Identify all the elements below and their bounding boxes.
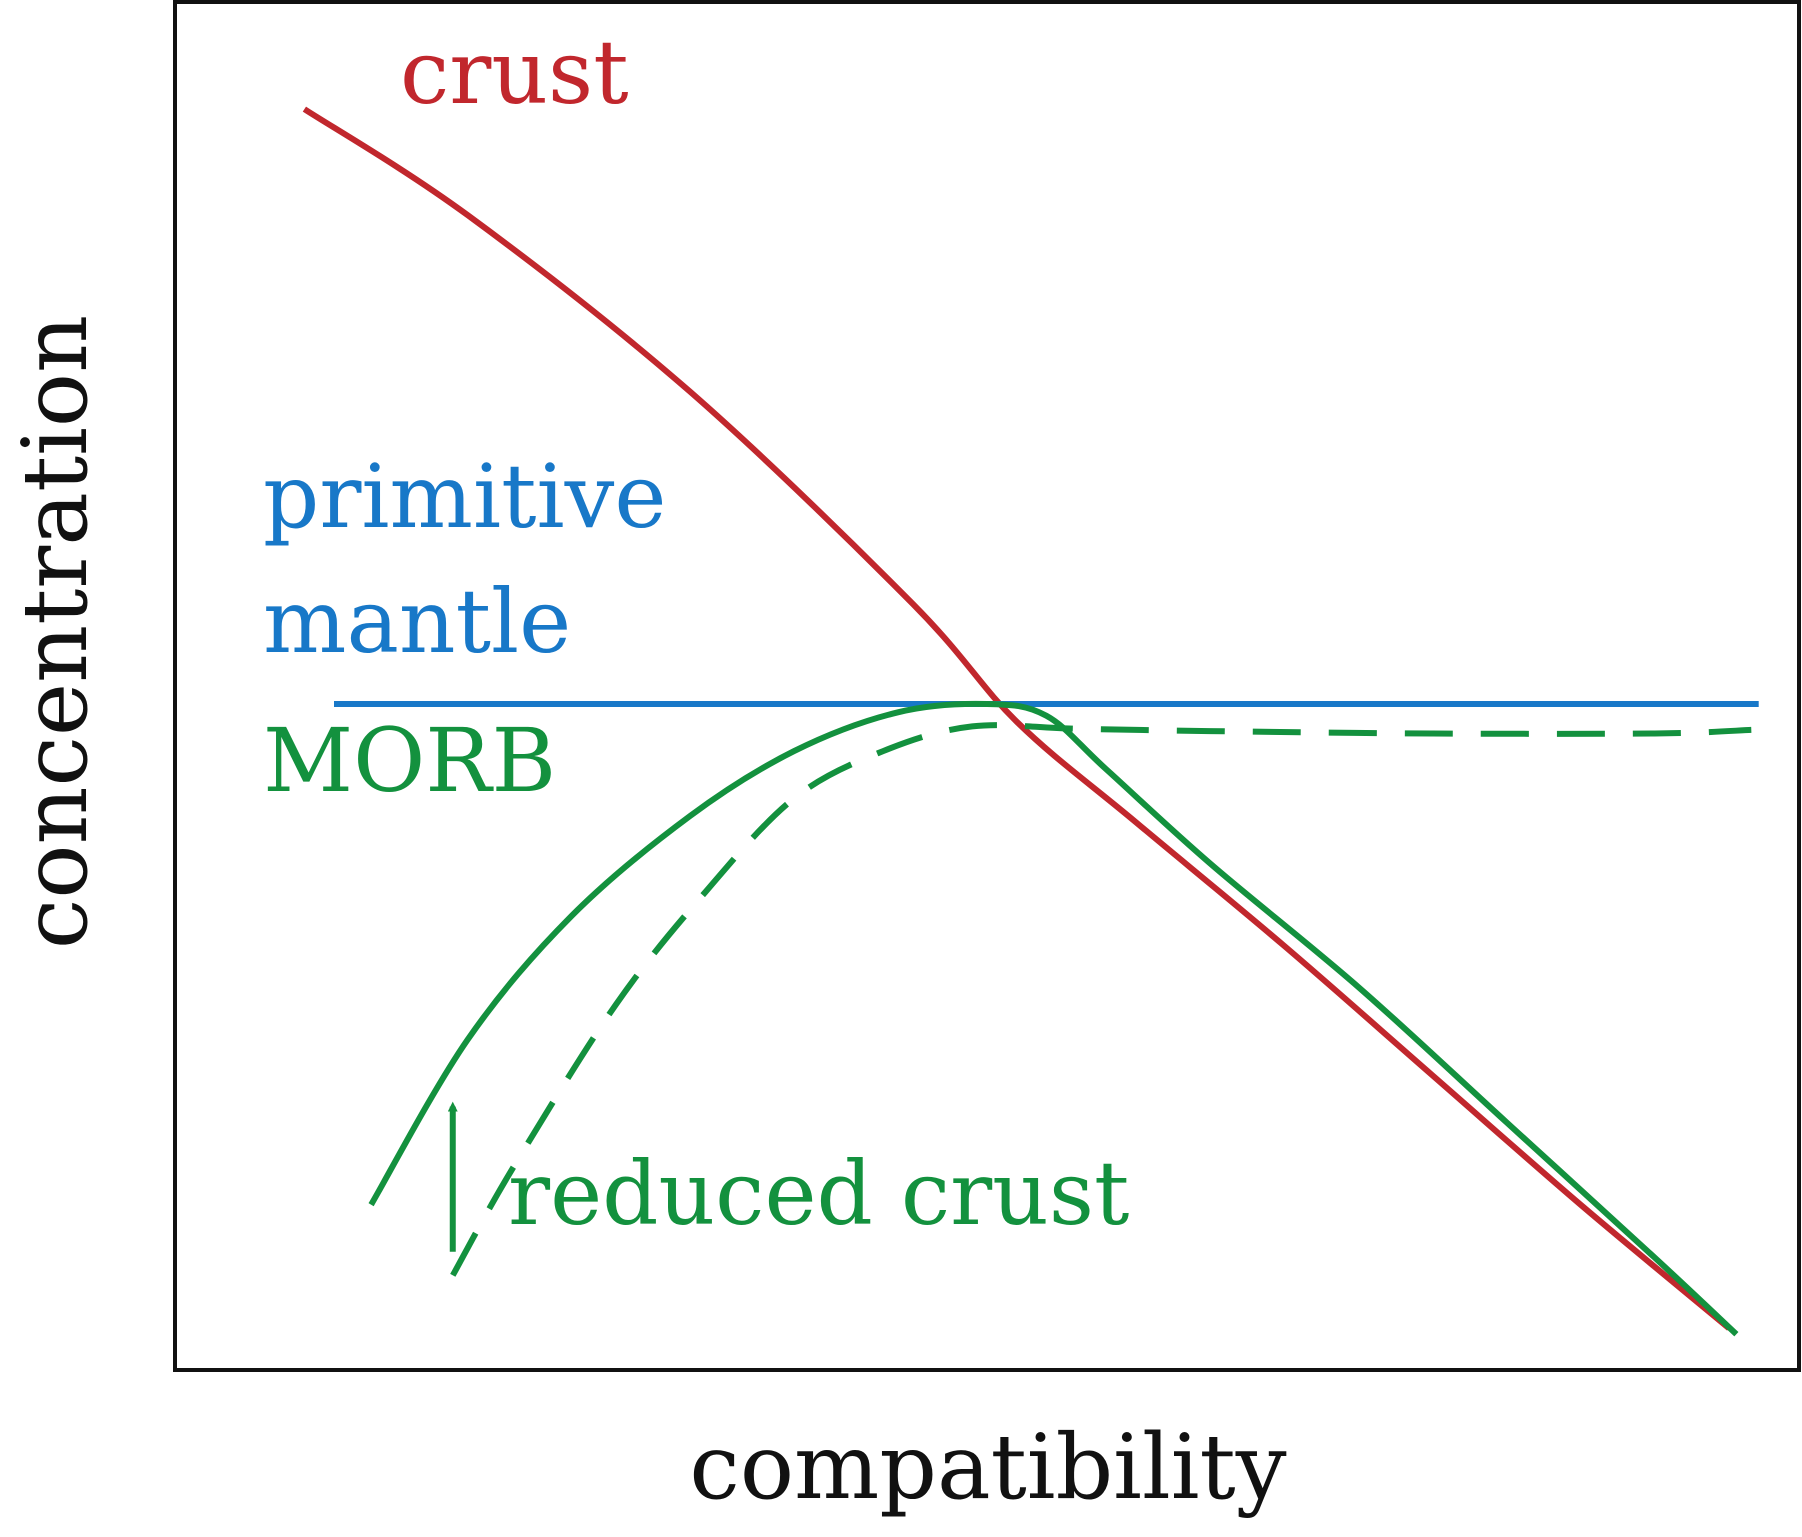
series-line-crust	[302, 106, 1731, 1331]
label-mantle: mantle	[263, 570, 571, 673]
label-primitive: primitive	[263, 445, 666, 548]
plot-frame	[173, 0, 1801, 1372]
label-reduced-crust: reduced crust	[508, 1142, 1129, 1245]
series-layer	[302, 106, 1759, 1337]
y-axis-label: concentration	[3, 315, 108, 949]
label-morb: MORB	[263, 709, 556, 812]
series-line-morb	[368, 700, 1739, 1337]
x-axis-label: compatibility	[689, 1415, 1286, 1520]
label-crust: crust	[400, 21, 629, 124]
